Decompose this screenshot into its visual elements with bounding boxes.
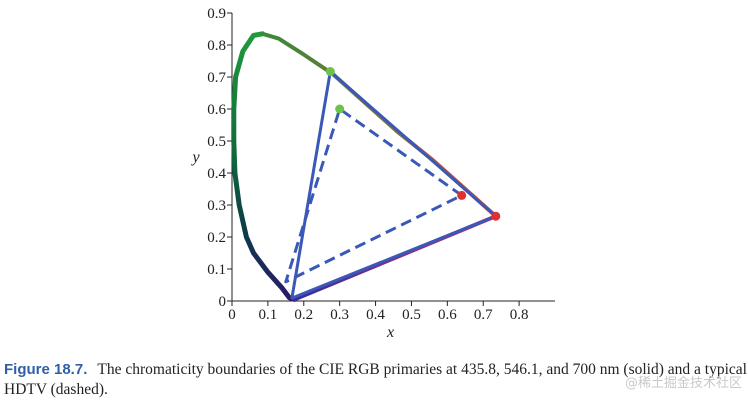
green-primary-point xyxy=(335,104,345,114)
spectral-locus-left xyxy=(231,31,297,302)
red-primary-point xyxy=(491,211,501,221)
y-tick-label: 0 xyxy=(219,294,227,310)
green-primary-point xyxy=(325,67,335,77)
figure-label: Figure 18.7. xyxy=(4,361,88,378)
axis-labels: xy xyxy=(190,149,394,341)
y-tick-label: 0.2 xyxy=(207,230,226,246)
x-tick-label: 0.6 xyxy=(438,307,457,323)
y-tick-label: 0.6 xyxy=(207,102,226,118)
cie-rgb-gamut-triangle xyxy=(290,70,498,300)
chromaticity-chart: 0 0.1 0.2 0.3 0.4 0.5 0.6 0.7 0.8 0 0.1 0.2 0.3 0.4 0.… xyxy=(190,6,555,341)
caption-text: The chromaticity boundaries of the CIE R… xyxy=(4,361,747,398)
y-tick-label: 0.3 xyxy=(207,198,226,214)
x-tick-label: 0.1 xyxy=(259,307,278,323)
y-axis-label: y xyxy=(190,149,200,166)
x-tick-label: 0.2 xyxy=(294,307,313,323)
axes: 0 0.1 0.2 0.3 0.4 0.5 0.6 0.7 0.8 0 0.1 0.2 0.3 0.4 0.… xyxy=(207,6,555,323)
x-tick-label: 0.7 xyxy=(474,307,493,323)
y-tick-label: 0.5 xyxy=(207,134,226,150)
hdtv-gamut-triangle xyxy=(284,107,464,284)
y-tick-label: 0.7 xyxy=(207,70,226,86)
figure-caption: Figure 18.7. The chromaticity boundaries … xyxy=(4,360,748,400)
y-tick-label: 0.4 xyxy=(207,166,226,182)
watermark: @稀土掘金技术社区 xyxy=(624,376,742,391)
x-tick-label: 0.3 xyxy=(330,307,349,323)
spectral-locus-right xyxy=(260,31,498,219)
x-tick-label: 0.5 xyxy=(402,307,421,323)
y-tick-label: 0.9 xyxy=(207,6,226,22)
y-tick-label: 0.1 xyxy=(207,262,226,278)
x-tick-label: 0.4 xyxy=(366,307,385,323)
x-tick-label: 0 xyxy=(228,307,236,323)
red-primary-point xyxy=(457,190,467,200)
x-axis-label: x xyxy=(386,324,394,341)
series-layer xyxy=(284,67,501,300)
spectral-locus xyxy=(231,31,498,302)
y-tick-label: 0.8 xyxy=(207,38,226,54)
x-tick-label: 0.8 xyxy=(510,307,529,323)
